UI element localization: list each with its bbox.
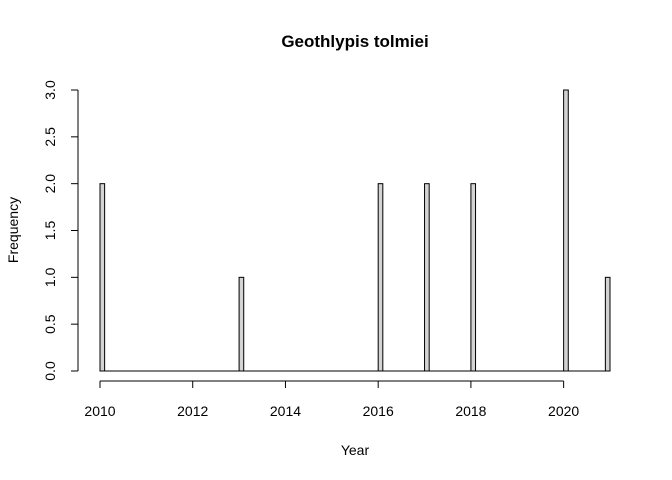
bar-2021	[604, 276, 611, 372]
bar-2010	[99, 183, 106, 372]
y-tick-label: 1.0	[42, 267, 58, 287]
y-tick-label: 2.0	[42, 174, 58, 194]
y-tick-label: 1.5	[42, 221, 58, 241]
x-tick-label: 2018	[455, 403, 486, 419]
x-axis-label: Year	[341, 442, 370, 458]
y-tick-label: 2.5	[42, 127, 58, 147]
bar-2018	[470, 183, 477, 372]
bar-2016	[377, 183, 384, 372]
x-axis: 2010 2012 2014 2016 2018 2020	[84, 380, 579, 419]
y-axis-label: Frequency	[5, 197, 21, 263]
y-tick-label: 3.0	[42, 80, 58, 100]
y-tick-label: 0.0	[42, 361, 58, 381]
y-tick-label: 0.5	[42, 314, 58, 334]
x-tick-label: 2020	[548, 403, 579, 419]
bar-2013	[238, 276, 245, 372]
y-axis: 0.0 0.5 1.0 1.5 2.0 2.5 3.0	[42, 80, 79, 381]
x-tick-label: 2016	[363, 403, 394, 419]
bar-2017	[424, 183, 430, 372]
x-tick-label: 2012	[177, 403, 208, 419]
x-tick-label: 2010	[84, 403, 115, 419]
bar-group	[99, 89, 611, 372]
bar-2020	[563, 89, 569, 372]
x-tick-label: 2014	[270, 403, 301, 419]
chart-title: Geothlypis tolmiei	[281, 32, 428, 51]
